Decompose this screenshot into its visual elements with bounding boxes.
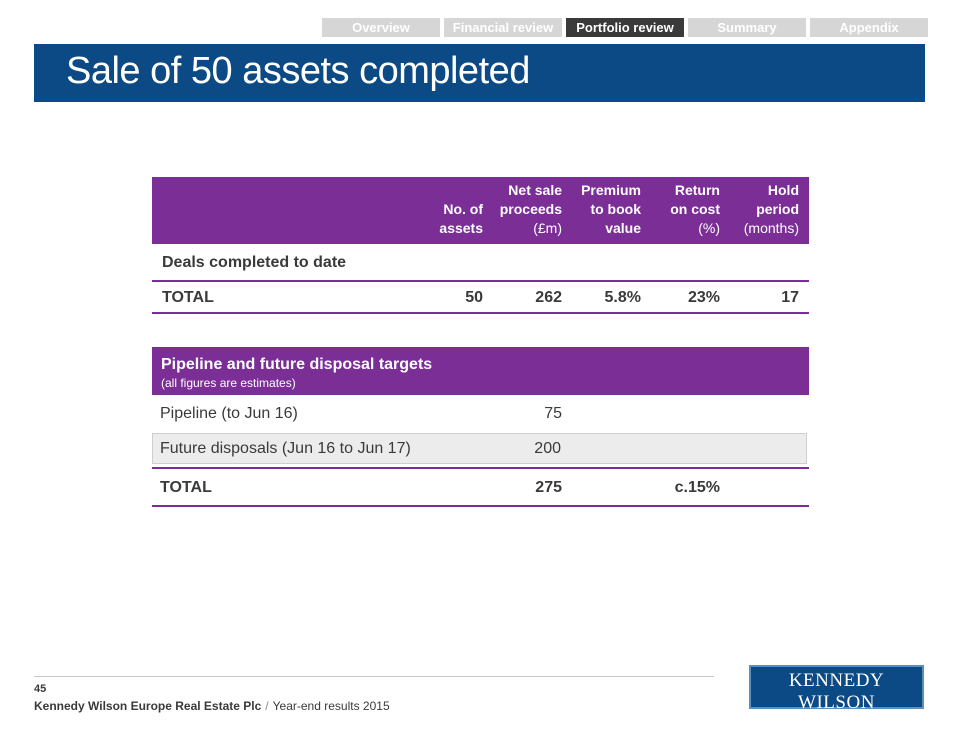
pipeline-total-proceeds: 275 xyxy=(535,479,562,496)
pipeline-total-label: TOTAL xyxy=(160,479,212,496)
total-return: 23% xyxy=(687,289,720,306)
future-disposals-proceeds: 200 xyxy=(534,440,561,457)
pipeline-heading: Pipeline and future disposal targets xyxy=(161,356,433,373)
pipeline-row: Pipeline (to Jun 16) 75 xyxy=(152,395,809,433)
future-disposals-label: Future disposals (Jun 16 to Jun 17) xyxy=(160,440,411,457)
total-proceeds: 262 xyxy=(535,289,562,306)
total-hold: 17 xyxy=(781,289,799,306)
pipeline-total-row: TOTAL 275 c.15% xyxy=(152,467,809,507)
tab-financial-review[interactable]: Financial review xyxy=(444,18,562,37)
total-premium: 5.8% xyxy=(604,289,641,306)
footer-company: Kennedy Wilson Europe Real Estate Plc xyxy=(34,699,262,713)
pipeline-row-label: Pipeline (to Jun 16) xyxy=(160,405,298,422)
tab-appendix[interactable]: Appendix xyxy=(810,18,928,37)
pipeline-table-header: Pipeline and future disposal targets (al… xyxy=(152,347,809,395)
footer-separator: / xyxy=(265,699,269,713)
pipeline-row-proceeds: 75 xyxy=(544,405,562,422)
column-header-proceeds: Net sale proceeds (£m) xyxy=(499,182,562,236)
logo-tagline: EUROPE REAL ESTATE PLC xyxy=(764,715,909,735)
footer-divider xyxy=(34,676,714,677)
deals-section-label: Deals completed to date xyxy=(162,254,347,271)
total-assets: 50 xyxy=(465,289,483,306)
pipeline-subheading: (all figures are estimates) xyxy=(161,376,296,390)
future-disposals-row: Future disposals (Jun 16 to Jun 17) 200 xyxy=(152,433,807,464)
footer-caption: Kennedy Wilson Europe Real Estate Plc / Ye… xyxy=(34,699,390,713)
section-nav: Overview Financial review Portfolio revi… xyxy=(322,18,928,37)
logo-name: KENNEDY WILSON xyxy=(788,670,885,713)
page-number: 45 xyxy=(34,683,47,695)
deals-section-row: Deals completed to date xyxy=(152,244,809,282)
company-logo: KENNEDY WILSON EUROPE REAL ESTATE PLC xyxy=(749,665,924,735)
column-header-return: Return on cost (%) xyxy=(670,182,720,236)
tab-summary[interactable]: Summary xyxy=(688,18,806,37)
total-label: TOTAL xyxy=(162,289,214,306)
column-header-premium: Premium to book value xyxy=(581,182,641,236)
tab-overview[interactable]: Overview xyxy=(322,18,440,37)
column-header-assets: No. of assets xyxy=(439,201,483,236)
tab-portfolio-review[interactable]: Portfolio review xyxy=(566,18,684,37)
pipeline-total-return: c.15% xyxy=(674,479,720,496)
column-header-hold: Hold period (months) xyxy=(743,182,799,236)
footer-report: Year-end results 2015 xyxy=(272,699,390,713)
slide-title: Sale of 50 assets completed xyxy=(66,50,530,92)
title-bar: Sale of 50 assets completed xyxy=(34,44,925,102)
pipeline-table: Pipeline and future disposal targets (al… xyxy=(152,347,809,507)
deals-table-header: No. of assets Net sale proceeds (£m) Pre… xyxy=(152,177,809,244)
deals-total-row: TOTAL 50 262 5.8% 23% 17 xyxy=(152,282,809,314)
deals-table: No. of assets Net sale proceeds (£m) Pre… xyxy=(152,177,809,314)
